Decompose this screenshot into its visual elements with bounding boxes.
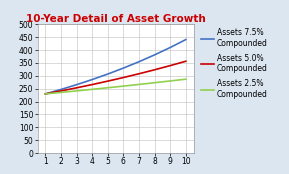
Assets 7.5%
Compounded xyxy=(153,54,156,56)
Assets 5.0%
Compounded xyxy=(106,80,110,82)
Title: 10-Year Detail of Asset Growth: 10-Year Detail of Asset Growth xyxy=(26,14,205,24)
Assets 7.5%
Compounded xyxy=(90,78,94,81)
Assets 2.5%
Compounded xyxy=(59,91,63,93)
Assets 2.5%
Compounded xyxy=(137,83,141,85)
Assets 7.5%
Compounded xyxy=(59,88,63,90)
Assets 7.5%
Compounded xyxy=(168,46,172,49)
Assets 2.5%
Compounded xyxy=(184,78,188,80)
Assets 5.0%
Compounded xyxy=(90,84,94,86)
Assets 2.5%
Compounded xyxy=(106,87,110,89)
Assets 7.5%
Compounded xyxy=(122,67,125,69)
Assets 5.0%
Compounded xyxy=(168,65,172,67)
Assets 2.5%
Compounded xyxy=(153,82,156,84)
Assets 2.5%
Compounded xyxy=(75,90,78,92)
Assets 7.5%
Compounded xyxy=(137,61,141,63)
Assets 2.5%
Compounded xyxy=(122,85,125,87)
Assets 7.5%
Compounded xyxy=(184,38,188,41)
Assets 5.0%
Compounded xyxy=(153,69,156,71)
Assets 2.5%
Compounded xyxy=(168,80,172,82)
Line: Assets 7.5%
Compounded: Assets 7.5% Compounded xyxy=(45,39,186,94)
Legend: Assets 7.5%
Compounded, Assets 5.0%
Compounded, Assets 2.5%
Compounded: Assets 7.5% Compounded, Assets 5.0% Comp… xyxy=(201,28,268,99)
Assets 5.0%
Compounded xyxy=(75,87,78,89)
Assets 7.5%
Compounded xyxy=(44,93,47,95)
Assets 5.0%
Compounded xyxy=(122,77,125,79)
Assets 5.0%
Compounded xyxy=(59,90,63,92)
Assets 5.0%
Compounded xyxy=(44,93,47,95)
Assets 7.5%
Compounded xyxy=(75,84,78,86)
Line: Assets 5.0%
Compounded: Assets 5.0% Compounded xyxy=(45,61,186,94)
Assets 2.5%
Compounded xyxy=(44,93,47,95)
Assets 5.0%
Compounded xyxy=(137,73,141,75)
Line: Assets 2.5%
Compounded: Assets 2.5% Compounded xyxy=(45,79,186,94)
Assets 2.5%
Compounded xyxy=(90,88,94,90)
Assets 7.5%
Compounded xyxy=(106,73,110,75)
Assets 5.0%
Compounded xyxy=(184,60,188,62)
